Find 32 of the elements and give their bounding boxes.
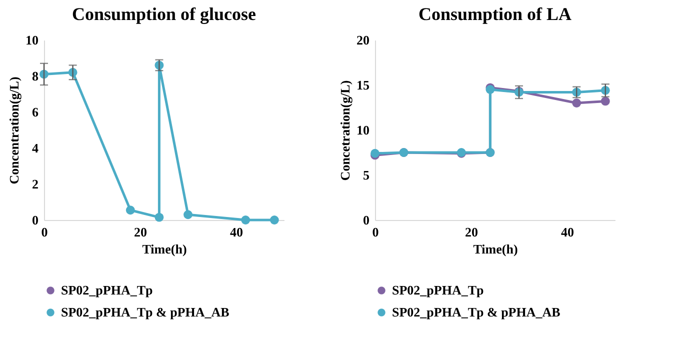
legend-label: SP02_pPHA_Tp bbox=[61, 282, 153, 298]
point bbox=[126, 206, 135, 215]
y-axis-title: Concentration(g/L) bbox=[6, 76, 22, 184]
legend-label: SP02_pPHA_Tp bbox=[392, 282, 484, 298]
y-tick-label: 6 bbox=[32, 104, 39, 120]
chart-title: Consumption of LA bbox=[418, 4, 572, 24]
point bbox=[600, 96, 610, 106]
y-tick-label: 20 bbox=[356, 32, 370, 48]
point bbox=[154, 212, 164, 222]
x-axis-title: Time(h) bbox=[142, 242, 187, 256]
y-tick-label: 0 bbox=[32, 212, 38, 228]
y-tick-label: 15 bbox=[356, 78, 370, 92]
x-tick-label: 40 bbox=[561, 224, 574, 240]
x-tick-label: 20 bbox=[134, 224, 147, 240]
y-tick-label: 0 bbox=[363, 212, 370, 228]
y-tick-label: 2 bbox=[32, 176, 38, 192]
x-tick-label: 20 bbox=[465, 224, 478, 240]
y-tick-label: 10 bbox=[356, 122, 370, 138]
x-axis-title: Time(h) bbox=[473, 242, 518, 256]
y-tick-label: 8 bbox=[32, 68, 39, 84]
y-tick-label: 4 bbox=[32, 140, 39, 156]
point bbox=[572, 98, 582, 108]
point bbox=[184, 210, 192, 220]
y-tick-label: 5 bbox=[363, 168, 370, 182]
y-axis-title: Concetration(g/L) bbox=[338, 80, 352, 181]
point bbox=[270, 216, 279, 224]
x-tick-label: 40 bbox=[230, 224, 243, 240]
y-tick-label: 10 bbox=[26, 32, 38, 48]
chart-title: Consumption of glucose bbox=[72, 4, 256, 24]
point bbox=[241, 216, 250, 224]
legend-label: SP02_pPHA_Tp & pPHA_AB bbox=[61, 304, 230, 320]
legend-label: SP02_pPHA_Tp & pPHA_AB bbox=[392, 304, 561, 320]
